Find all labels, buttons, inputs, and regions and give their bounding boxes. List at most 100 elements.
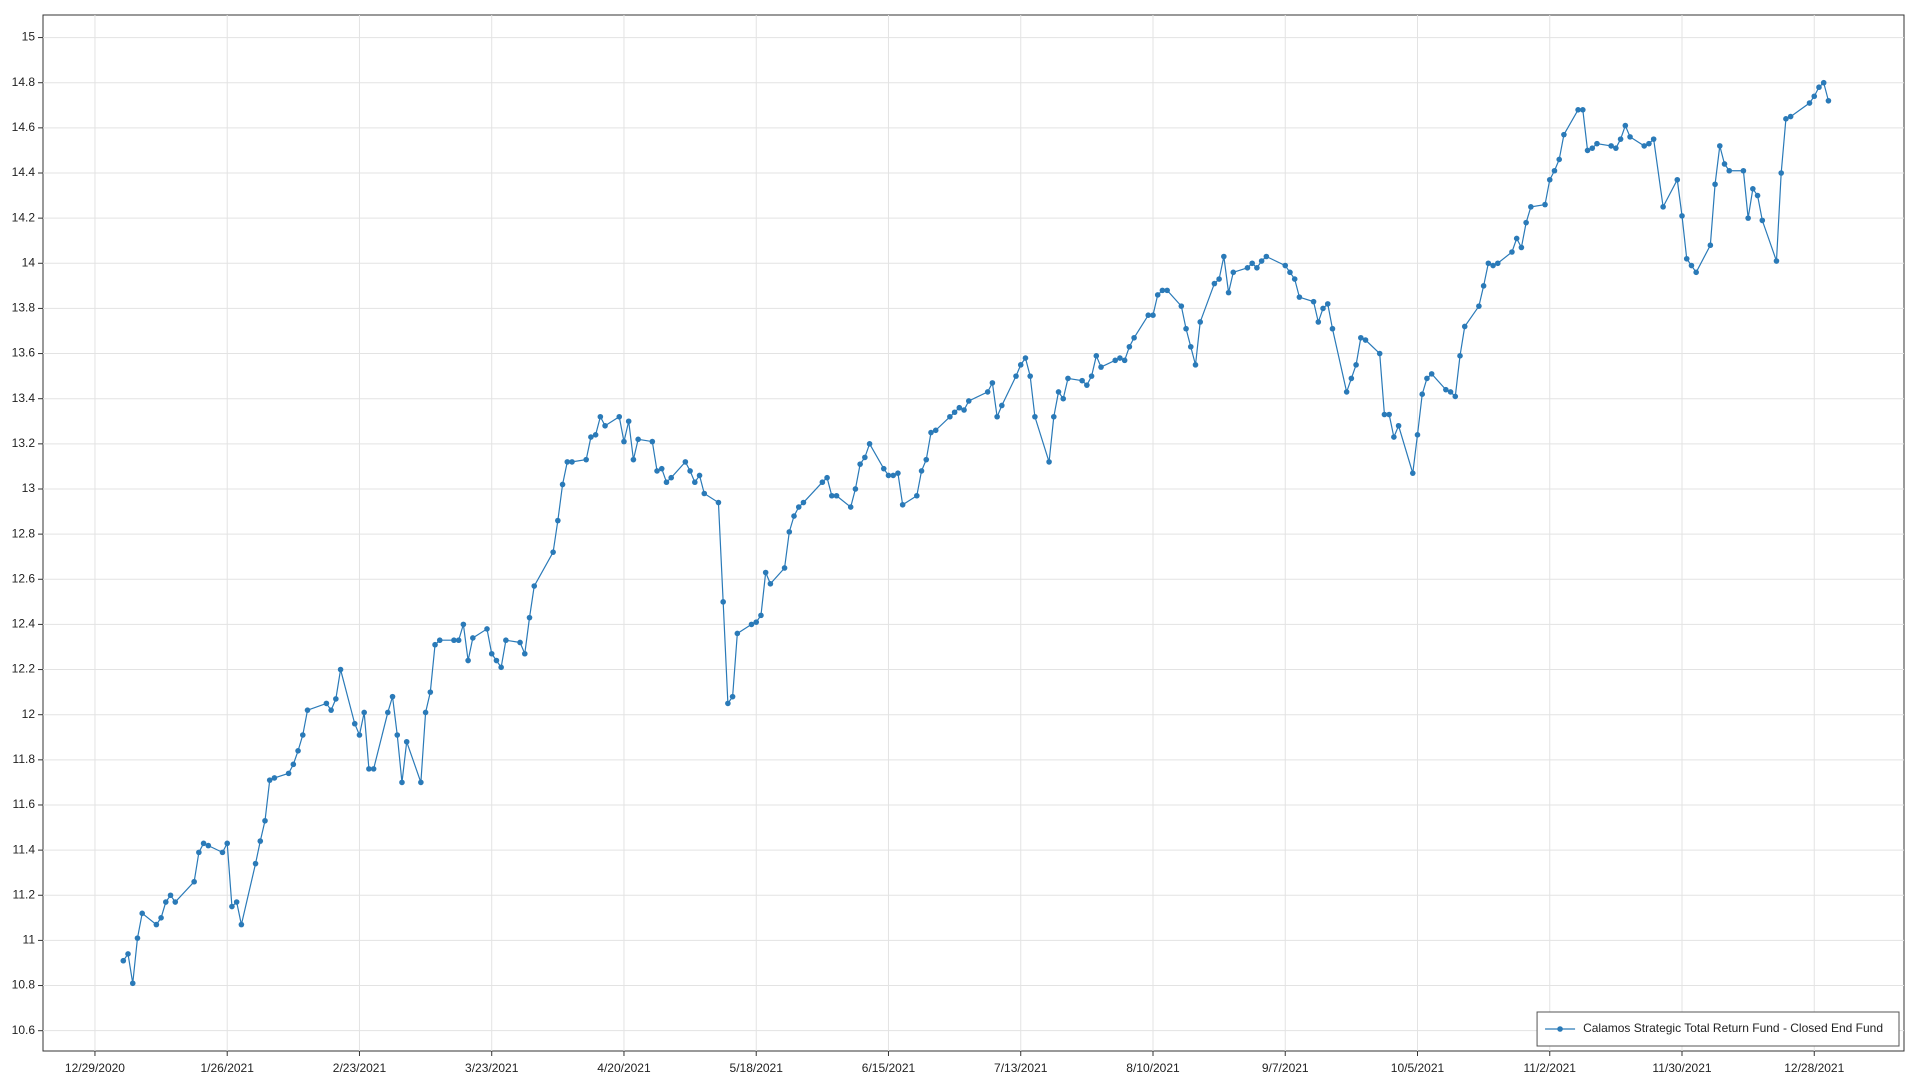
legend-box	[1536, 1011, 1900, 1047]
data-point	[1443, 386, 1449, 393]
data-point	[1358, 334, 1364, 341]
data-point	[1806, 100, 1813, 106]
data-point	[418, 779, 424, 786]
data-point	[1551, 167, 1558, 174]
legend-marker	[1557, 1026, 1563, 1032]
data-point	[1221, 253, 1227, 260]
data-point	[1291, 276, 1298, 282]
data-point	[1315, 319, 1322, 325]
data-point	[1324, 301, 1331, 307]
data-point	[1022, 355, 1029, 361]
data-point	[625, 418, 632, 425]
data-point	[1164, 287, 1170, 294]
data-point	[828, 492, 835, 499]
data-point	[1622, 122, 1629, 129]
data-point	[1476, 303, 1482, 309]
data-point	[1065, 375, 1071, 382]
data-point	[696, 472, 703, 479]
data-point	[1457, 353, 1463, 359]
x-tick-label: 8/10/2021	[1126, 1061, 1180, 1075]
data-point	[163, 899, 169, 905]
data-point	[1310, 298, 1317, 305]
data-point	[1230, 269, 1237, 276]
data-point	[1546, 176, 1553, 183]
x-tick-label: 3/23/2021	[465, 1061, 519, 1075]
data-point	[1509, 249, 1515, 255]
x-tick-label: 11/2/2021	[1523, 1061, 1576, 1075]
data-point	[687, 468, 693, 474]
data-point	[1254, 264, 1260, 271]
data-point	[1773, 258, 1780, 264]
data-point	[890, 472, 897, 479]
data-point	[1414, 432, 1421, 438]
data-point	[1452, 393, 1459, 400]
data-point	[399, 779, 405, 786]
data-point	[956, 404, 963, 411]
data-point	[918, 468, 925, 474]
data-point	[800, 499, 807, 506]
y-tick-label: 13.6	[12, 346, 36, 360]
data-point	[965, 398, 972, 404]
data-point	[961, 407, 967, 413]
x-tick-label: 4/20/2021	[597, 1061, 651, 1075]
data-point	[1716, 143, 1723, 149]
data-point	[1660, 204, 1666, 210]
data-point	[172, 899, 179, 905]
data-point	[1523, 219, 1529, 226]
data-point	[1112, 357, 1119, 364]
data-point	[1518, 244, 1525, 251]
data-point	[1150, 312, 1156, 318]
data-point	[1320, 305, 1326, 312]
data-point	[1674, 176, 1681, 183]
data-point	[857, 461, 863, 467]
data-point	[654, 468, 660, 474]
data-point	[767, 580, 774, 587]
data-point	[337, 666, 344, 673]
y-tick-label: 15	[22, 30, 36, 44]
data-point	[1183, 325, 1189, 332]
data-point	[351, 720, 358, 727]
data-point	[191, 878, 197, 885]
data-point	[1754, 192, 1761, 199]
data-point	[1561, 131, 1567, 138]
data-point	[1787, 113, 1794, 120]
data-point	[555, 517, 561, 524]
data-point	[1027, 373, 1033, 379]
data-point	[588, 434, 594, 440]
data-point	[1816, 84, 1822, 91]
x-tick-label: 9/7/2021	[1262, 1061, 1309, 1075]
data-point	[1461, 323, 1468, 330]
data-point	[1159, 287, 1166, 294]
data-point	[630, 456, 637, 463]
data-point	[1084, 382, 1090, 388]
data-point	[1613, 145, 1619, 151]
data-point	[1386, 411, 1392, 418]
series-line	[122, 81, 1830, 984]
data-point	[1556, 156, 1562, 163]
data-point	[1348, 375, 1355, 382]
data-point	[205, 842, 212, 849]
data-point	[862, 454, 868, 461]
data-point	[1362, 337, 1369, 343]
data-point	[1197, 319, 1204, 325]
data-point	[1287, 269, 1293, 276]
data-point	[1750, 185, 1756, 192]
data-point	[1032, 413, 1038, 420]
data-point	[899, 501, 906, 508]
data-point	[1263, 253, 1270, 260]
data-point	[167, 892, 174, 899]
data-point	[748, 621, 755, 628]
data-point	[852, 486, 859, 492]
y-tick-label: 11.8	[13, 752, 36, 766]
data-point	[233, 899, 240, 905]
data-point	[592, 432, 599, 438]
data-point	[597, 413, 604, 420]
data-point	[521, 650, 528, 657]
data-point	[1783, 116, 1789, 122]
data-point	[1825, 97, 1832, 104]
data-point	[1447, 389, 1454, 395]
data-point	[1627, 134, 1633, 140]
data-point	[252, 860, 259, 867]
data-point	[290, 761, 297, 768]
